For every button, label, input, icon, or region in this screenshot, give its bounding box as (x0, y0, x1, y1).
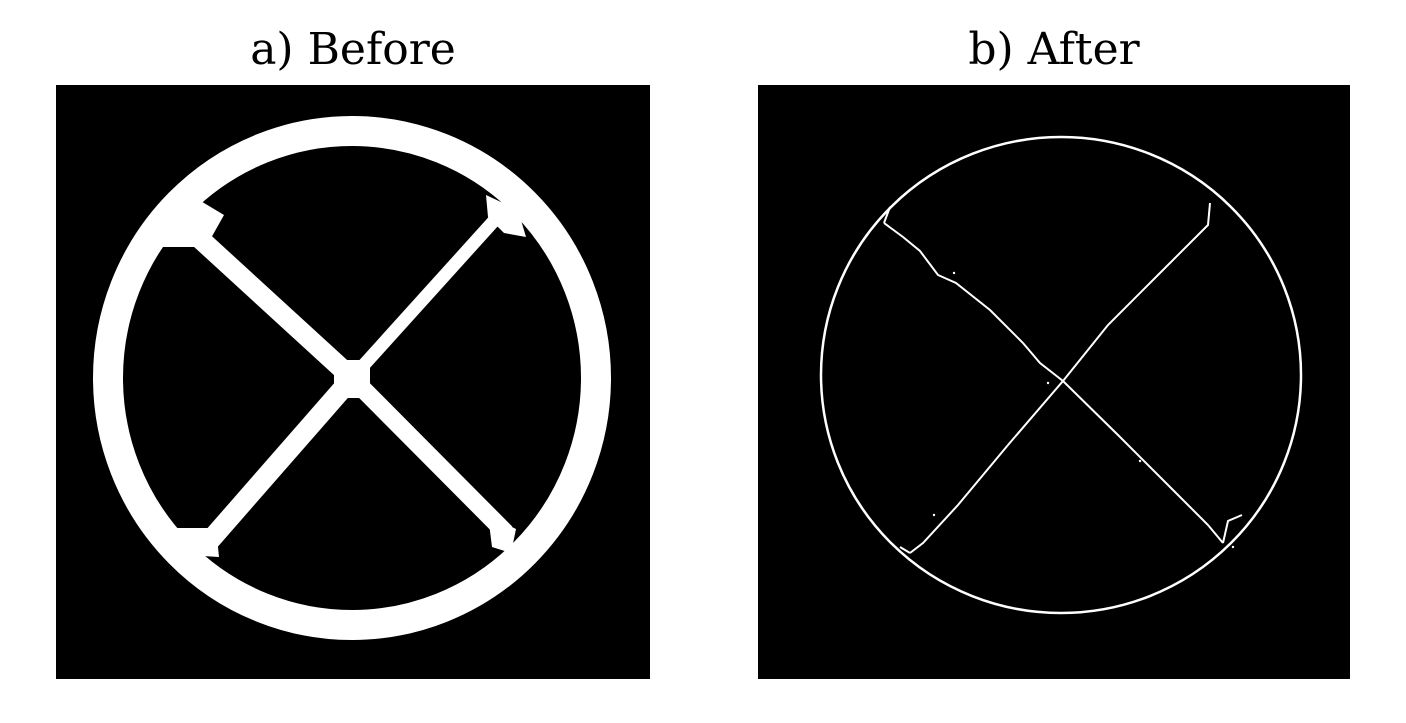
after-spoke-top-right (1062, 202, 1211, 382)
after-image (758, 85, 1350, 679)
before-image (56, 85, 650, 679)
after-joint-bottom-right (1222, 514, 1243, 544)
after-joint-top-left (883, 206, 891, 224)
before-wheel-mask (56, 85, 650, 679)
before-spoke-bottom-left (198, 371, 360, 552)
after-spoke-bottom-left (909, 380, 1064, 554)
after-spoke-top-left (883, 222, 1064, 382)
before-spoke-bottom-right (345, 371, 513, 540)
after-wheel-edges (758, 85, 1350, 679)
before-panel-title: a) Before (250, 24, 456, 75)
before-spoke-top-right (347, 208, 506, 383)
before-joint-top-left (151, 200, 224, 247)
before-center-hub (334, 360, 370, 398)
after-joint-bottom-left (899, 546, 911, 554)
before-outer-ring (93, 116, 611, 640)
before-joint-bottom-left (176, 528, 219, 557)
after-panel-title: b) After (968, 24, 1140, 75)
before-joint-top-right (486, 195, 526, 237)
after-spoke-bottom-right (1062, 380, 1224, 544)
before-joint-bottom-right (488, 515, 516, 553)
after-outer-edge (819, 135, 1303, 615)
